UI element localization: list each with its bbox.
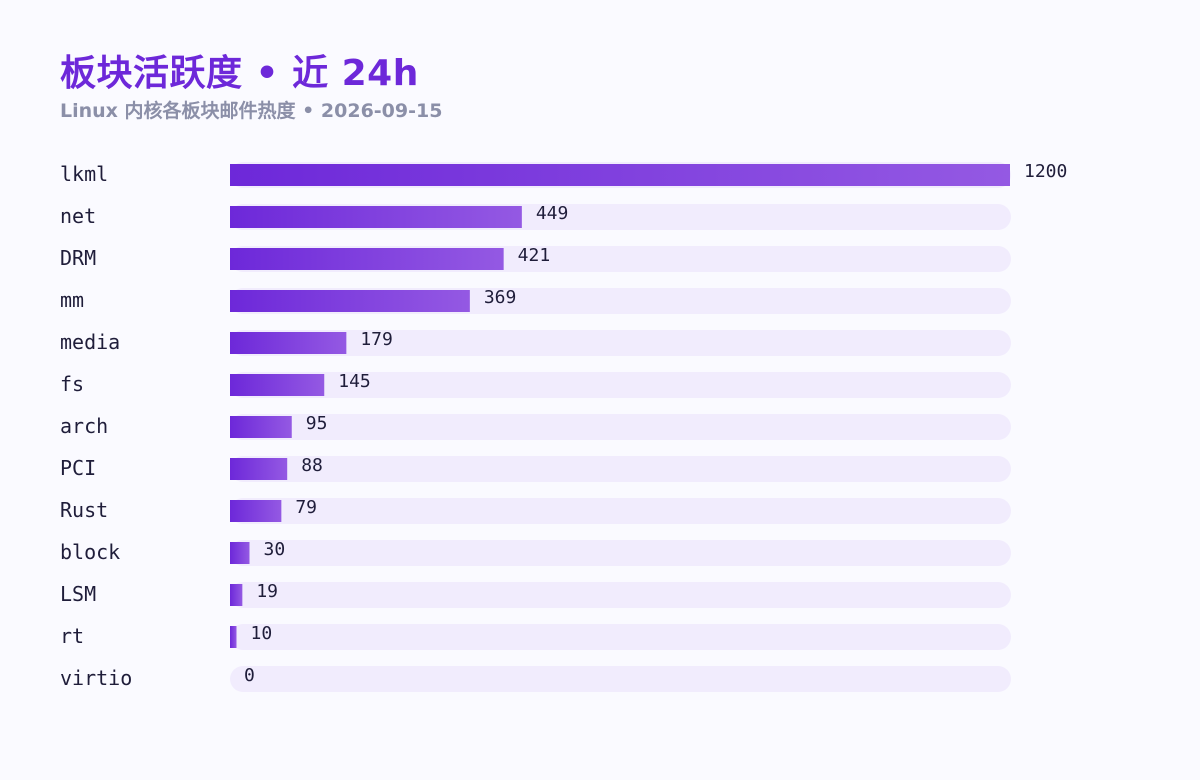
category-label: block [60, 540, 120, 564]
bar-track [230, 330, 1011, 356]
category-label: PCI [60, 456, 96, 480]
bar [230, 164, 1010, 186]
value-label: 0 [244, 665, 255, 686]
value-label: 449 [536, 203, 569, 224]
bar-track [230, 582, 1011, 608]
value-label: 421 [518, 245, 551, 266]
value-label: 179 [360, 329, 393, 350]
bar [230, 248, 504, 270]
value-label: 79 [295, 497, 317, 518]
category-label: LSM [60, 582, 96, 606]
value-label: 145 [338, 371, 371, 392]
bar [230, 416, 292, 438]
value-label: 10 [251, 623, 273, 644]
value-label: 30 [264, 539, 286, 560]
bar [230, 626, 237, 648]
category-label: Rust [60, 498, 108, 522]
bar-track [230, 372, 1011, 398]
chart-subtitle: Linux 内核各板块邮件热度 • 2026-09-15 [60, 100, 443, 122]
value-label: 95 [306, 413, 328, 434]
category-label: lkml [60, 162, 108, 186]
category-label: rt [60, 624, 84, 648]
category-label: virtio [60, 666, 132, 690]
bar-track [230, 414, 1011, 440]
category-label: arch [60, 414, 108, 438]
category-label: mm [60, 288, 84, 312]
category-label: media [60, 330, 120, 354]
category-label: fs [60, 372, 84, 396]
value-label: 88 [301, 455, 323, 476]
value-label: 1200 [1024, 161, 1067, 182]
bar [230, 374, 325, 396]
category-label: net [60, 204, 96, 228]
value-label: 19 [256, 581, 278, 602]
bar-track [230, 624, 1011, 650]
category-label: DRM [60, 246, 96, 270]
bar-track [230, 498, 1011, 524]
bar [230, 500, 282, 522]
bar-track [230, 666, 1011, 692]
bar [230, 290, 470, 312]
bar [230, 206, 522, 228]
bar [230, 584, 243, 606]
bar [230, 458, 288, 480]
value-label: 369 [484, 287, 517, 308]
chart-title: 板块活跃度 • 近 24h [60, 53, 419, 94]
bar [230, 332, 347, 354]
bar [230, 542, 250, 564]
bar-track [230, 456, 1011, 482]
bar-track [230, 540, 1011, 566]
